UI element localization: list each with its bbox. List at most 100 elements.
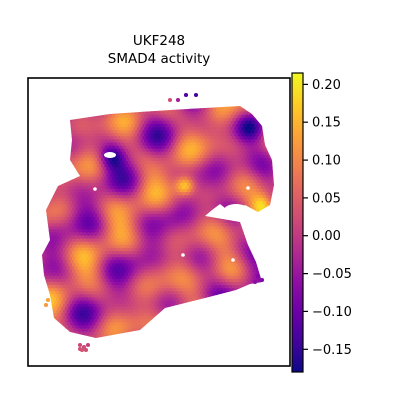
- spot: [66, 173, 71, 178]
- spot: [42, 157, 44, 162]
- spot: [66, 142, 71, 147]
- spot: [219, 106, 224, 107]
- spot: [107, 120, 113, 125]
- spot: [273, 194, 274, 200]
- spot: [271, 328, 274, 333]
- spot: [268, 272, 273, 277]
- spot: [167, 309, 172, 314]
- spot: [97, 120, 102, 125]
- spot: [237, 108, 242, 113]
- spot: [199, 123, 204, 128]
- spot: [160, 322, 165, 327]
- spot: [217, 303, 222, 308]
- spot: [257, 136, 262, 141]
- spot: [75, 126, 80, 131]
- spot: [127, 123, 132, 128]
- spot: [118, 145, 123, 150]
- spot: [266, 232, 271, 237]
- spot: [36, 114, 40, 118]
- spot: [275, 248, 279, 252]
- spot: [269, 294, 274, 299]
- spot: [275, 285, 279, 289]
- spot: [50, 139, 55, 144]
- spot: [120, 117, 125, 122]
- spot: [118, 126, 123, 131]
- spot: [228, 309, 233, 314]
- spot: [169, 306, 174, 311]
- spot: [52, 160, 57, 165]
- spot: [44, 173, 50, 178]
- spot: [214, 303, 219, 308]
- spot: [38, 316, 42, 320]
- spot: [233, 325, 239, 330]
- spot: [188, 136, 194, 141]
- spot: [176, 145, 181, 150]
- spot: [255, 294, 260, 299]
- spot: [42, 241, 46, 246]
- spot: [170, 111, 176, 116]
- spot: [239, 291, 244, 296]
- chart-title-line-2: SMAD4 activity: [108, 51, 211, 67]
- spot: [239, 315, 244, 320]
- spot: [206, 303, 212, 308]
- spot: [183, 106, 188, 107]
- spot: [48, 106, 53, 110]
- spot: [70, 111, 75, 116]
- spot: [122, 145, 127, 150]
- spot: [149, 106, 154, 110]
- spot: [226, 294, 231, 299]
- spot: [152, 117, 158, 122]
- spot: [250, 210, 255, 215]
- spot: [42, 160, 46, 165]
- spot: [212, 213, 217, 218]
- spot: [271, 148, 274, 153]
- spot: [181, 328, 186, 333]
- spot: [268, 111, 273, 116]
- spot: [138, 142, 143, 147]
- spot: [48, 185, 53, 190]
- spot: [275, 303, 279, 307]
- spot: [44, 167, 50, 172]
- spot: [275, 328, 279, 332]
- spot: [275, 223, 279, 227]
- plot-frame: [27, 77, 291, 367]
- spot: [62, 136, 68, 141]
- spot: [172, 126, 177, 131]
- spot: [183, 120, 188, 125]
- spot: [197, 108, 203, 113]
- spot: [66, 148, 71, 153]
- spot: [183, 325, 188, 330]
- spot: [170, 322, 176, 327]
- spot: [215, 145, 221, 150]
- spot: [42, 222, 46, 227]
- spot: [36, 145, 40, 149]
- spot: [253, 315, 258, 320]
- spot: [250, 222, 255, 227]
- spot: [215, 325, 221, 330]
- spot: [210, 136, 215, 141]
- spot: [36, 245, 40, 249]
- spot: [38, 124, 42, 128]
- spot: [268, 136, 273, 141]
- spot: [237, 132, 242, 138]
- spot: [134, 142, 140, 147]
- spot: [242, 129, 248, 134]
- spot: [197, 120, 203, 125]
- spot: [241, 312, 246, 317]
- spot: [122, 114, 127, 119]
- spot: [127, 142, 132, 147]
- spot: [271, 117, 274, 122]
- spot: [206, 315, 212, 320]
- spot: [178, 117, 183, 122]
- spot: [68, 108, 73, 113]
- spot: [269, 300, 274, 305]
- spot: [192, 309, 197, 314]
- spot: [224, 309, 230, 314]
- spot: [185, 322, 190, 327]
- spot: [226, 108, 231, 113]
- spot: [75, 114, 80, 119]
- spot: [44, 117, 50, 122]
- spot: [235, 303, 240, 308]
- spot: [255, 213, 260, 218]
- spot: [163, 315, 168, 320]
